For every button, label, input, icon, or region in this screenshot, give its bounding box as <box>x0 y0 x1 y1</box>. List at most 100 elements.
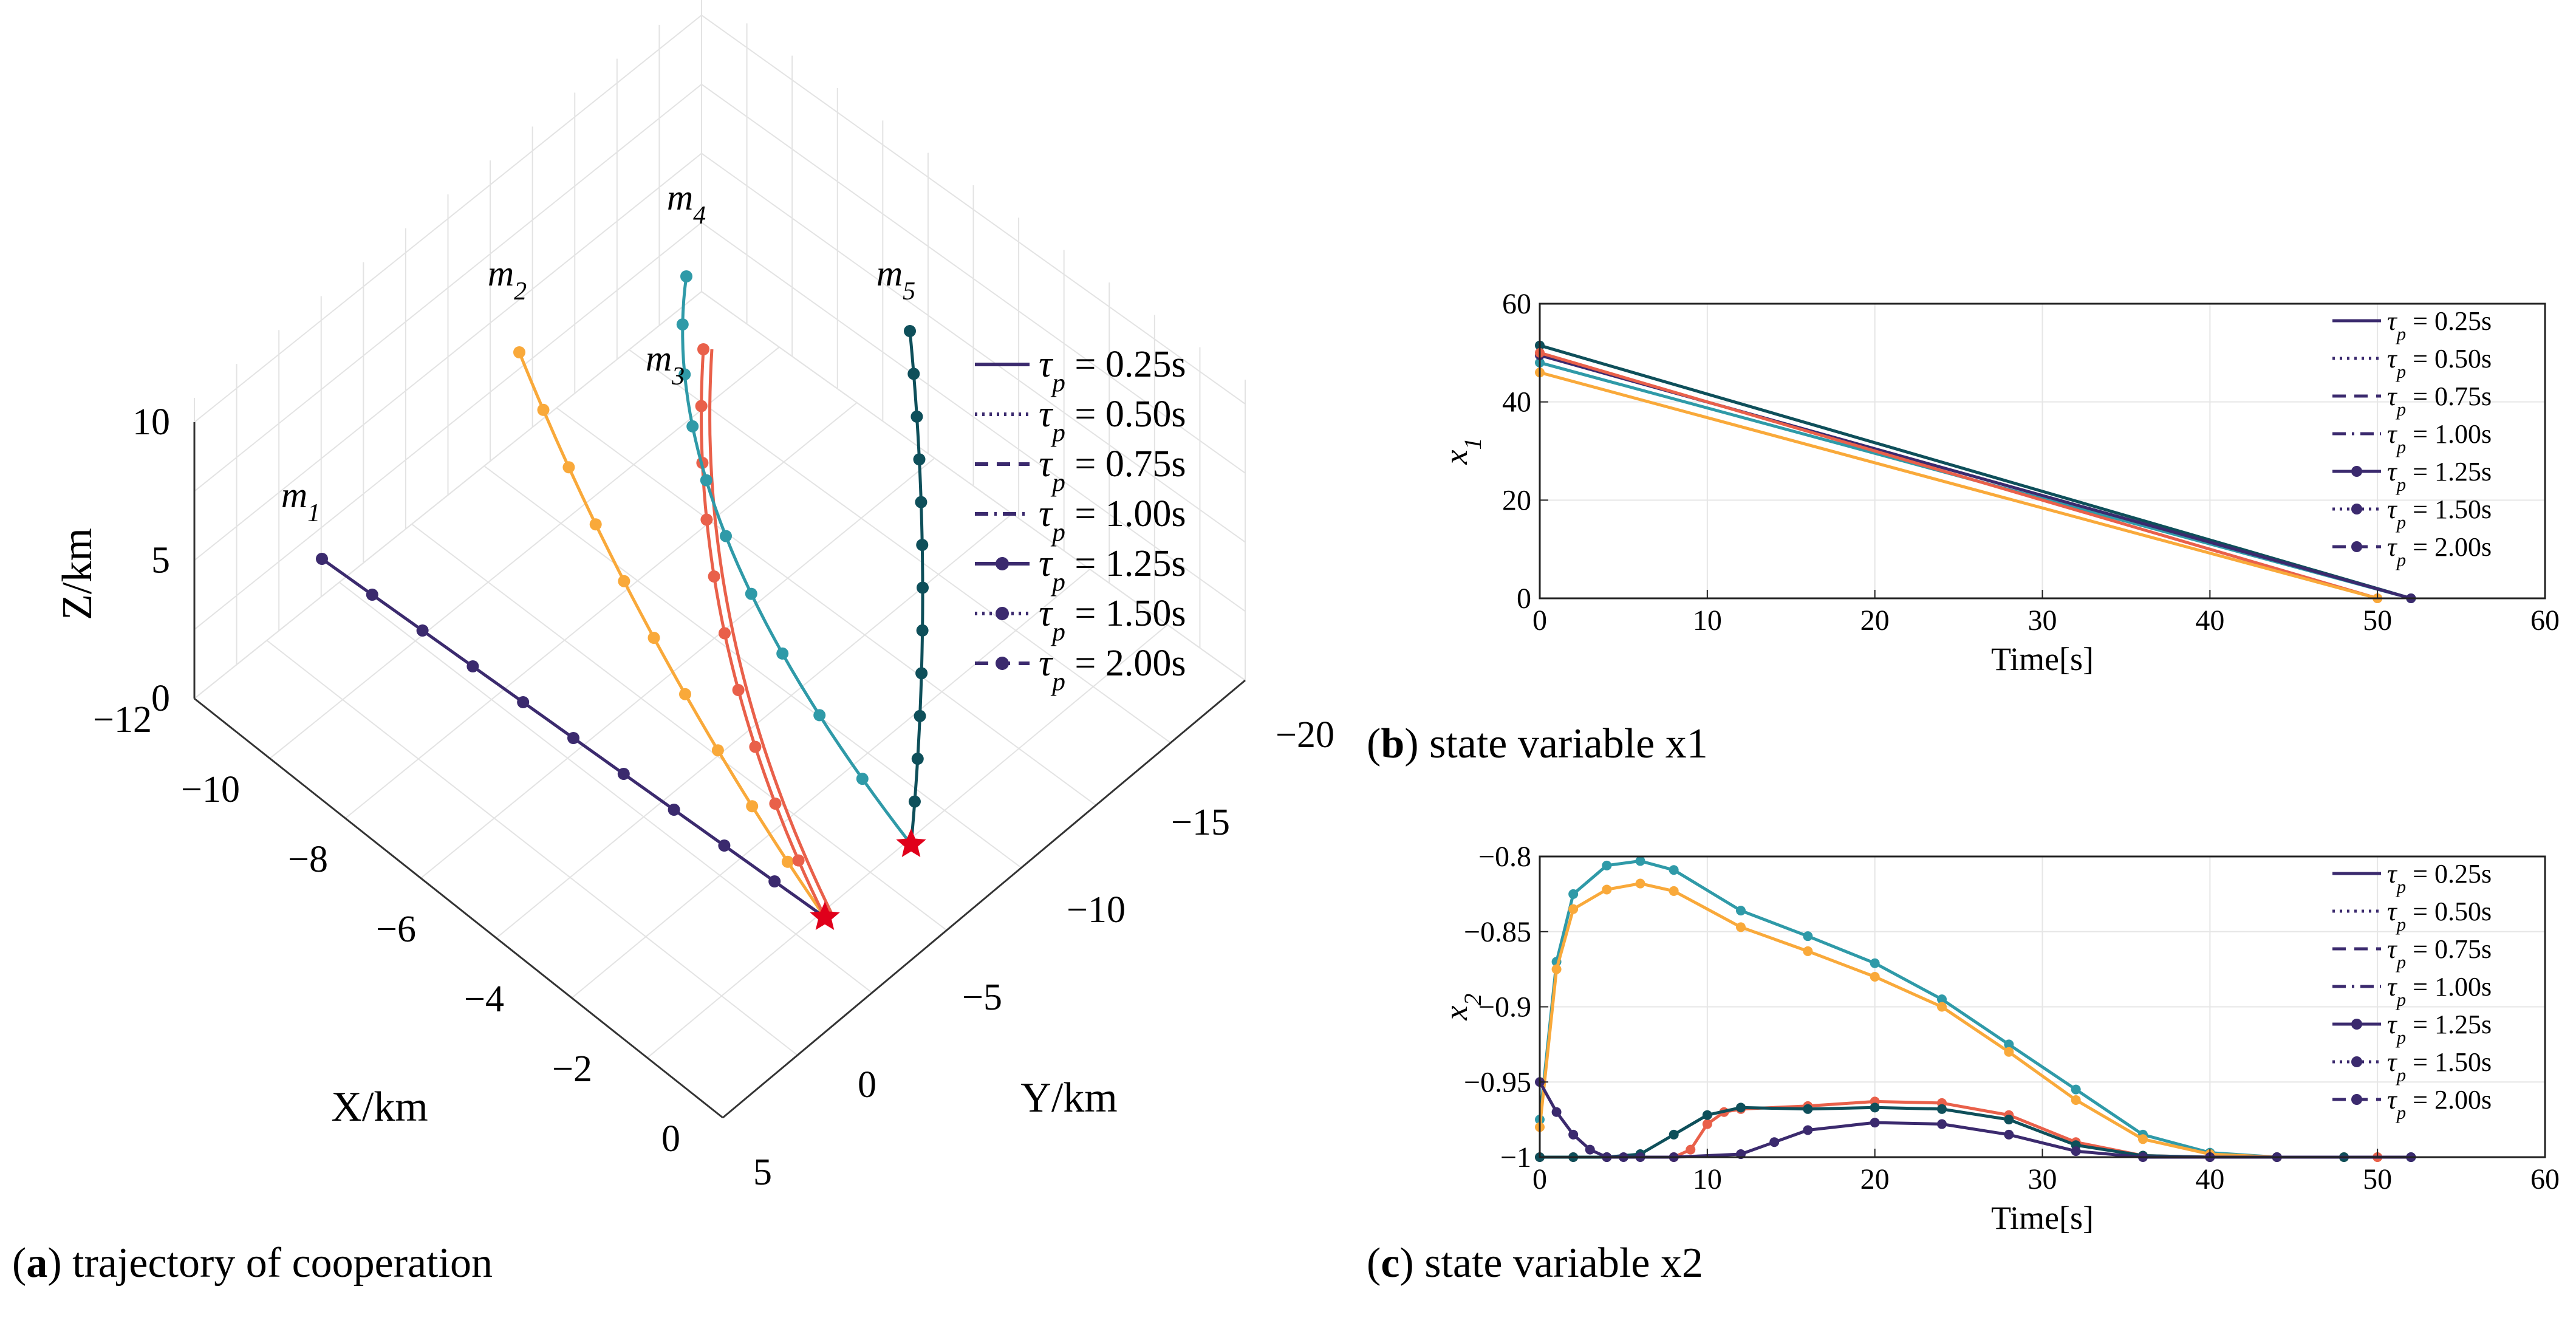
a-trajectory-m2-point-7 <box>711 744 724 757</box>
c-series-0-point-4 <box>1635 856 1645 866</box>
a-trajectory-m3-point-9 <box>792 854 805 867</box>
c-legend-marker-5 <box>2351 1056 2362 1067</box>
c-series-0-point-11 <box>2071 1084 2081 1095</box>
a-trajectory-m1-point-2 <box>416 624 429 637</box>
a-ytick-label-0: 5 <box>753 1152 772 1193</box>
c-xtick-label-6: 60 <box>2530 1163 2560 1195</box>
b-xtick-label-1: 10 <box>1693 604 1722 637</box>
a-floor-grid-x-4 <box>483 465 1022 869</box>
c-legend-marker-6 <box>2351 1094 2362 1105</box>
a-floor-grid-y-5 <box>571 569 1090 999</box>
b-xtick-label-3: 30 <box>2028 604 2057 637</box>
b-legend-entry-2: τp = 0.75s <box>2387 381 2492 420</box>
b-xtick-label-4: 40 <box>2195 604 2224 637</box>
caption-b-letter: b <box>1381 720 1405 767</box>
b-ytick-label-3: 60 <box>1502 288 1531 320</box>
a-xtick-label-1: −10 <box>181 769 240 810</box>
panel-b-axes <box>1539 303 2546 600</box>
b-legend-entry-6: τp = 2.00s <box>2387 532 2492 570</box>
a-trajectory-m3-point-4 <box>708 570 720 583</box>
c-ytick-label-2: −0.9 <box>1478 991 1531 1024</box>
a-trajectory-m4-point-0 <box>680 270 692 282</box>
c-xtick-label-3: 30 <box>2028 1163 2057 1195</box>
a-y-axis <box>722 679 1246 1119</box>
b-plot-frame <box>1539 303 2546 600</box>
c-series-0-point-6 <box>1736 906 1746 916</box>
a-trajectory-m1-point-6 <box>617 768 630 780</box>
c-series-1-point-4 <box>1635 878 1645 889</box>
a-floor-grid-x-2 <box>338 581 873 994</box>
panel-c-state-x2: 0 10 20 30 40 50 60 −1 −0.95 −0.9 −0.85 −0.8 Time[s… <box>1438 841 2560 1236</box>
a-trajectory-m3-point-8 <box>769 798 782 810</box>
c-xtick-label-4: 40 <box>2195 1163 2224 1195</box>
c-legend-entry-5: τp = 1.50s <box>2387 1047 2492 1085</box>
a-floor-grid-y-3 <box>420 457 935 879</box>
caption-c-letter: c <box>1381 1240 1400 1287</box>
a-legend-marker-6 <box>996 657 1009 670</box>
a-trajectory-m1-point-7 <box>668 804 680 816</box>
b-legend-marker-4 <box>2351 466 2362 477</box>
c-series-4-point-11 <box>1870 1118 1880 1128</box>
c-series-0-point-8 <box>1870 958 1880 968</box>
a-ytick-label-3: −10 <box>1067 889 1126 931</box>
a-trajectory-m4-point-7 <box>776 647 789 660</box>
c-series-2-point-5 <box>1702 1119 1712 1129</box>
c-series-3-point-10 <box>2004 1115 2014 1125</box>
c-series-1-point-9 <box>1937 1002 1947 1012</box>
c-series-4-point-9 <box>1769 1137 1780 1147</box>
a-trajectory-m5-point-11 <box>908 795 921 808</box>
c-legend-entry-2: τp = 0.75s <box>2387 934 2492 973</box>
c-series-1-point-8 <box>1870 972 1880 982</box>
c-series-1-point-6 <box>1736 922 1746 932</box>
c-xtick-label-2: 20 <box>1860 1163 1890 1195</box>
a-trajectory-m2-point-0 <box>513 346 525 358</box>
panel-b-state-x1: 0 10 20 30 40 50 60 0 20 40 60 Time[s] x1 τp = 0.25… <box>1438 288 2560 677</box>
a-floor-grid-x-5 <box>556 407 1096 806</box>
panel-c-tick-labels: 0 10 20 30 40 50 60 −1 −0.95 −0.9 −0.85 −0.8 <box>1464 841 2560 1195</box>
a-legend-entry-5: τp = 1.50s <box>1039 593 1186 646</box>
a-trajectory-m4-point-8 <box>813 709 826 722</box>
c-legend-entry-3: τp = 1.00s <box>2387 972 2492 1010</box>
c-ytick-label-0: −1 <box>1500 1141 1531 1174</box>
c-series-4-point-1 <box>1551 1107 1562 1117</box>
a-wall-grid-h-3 <box>194 83 1246 492</box>
a-trajectory-m3-point-1 <box>695 400 708 412</box>
c-series-1-point-5 <box>1669 886 1679 896</box>
c-ytick-label-4: −0.8 <box>1478 841 1531 873</box>
a-trajectory-m5-point-5 <box>916 539 929 552</box>
c-series-4-point-13 <box>2004 1129 2014 1140</box>
a-trajectory-m3-point-3 <box>700 513 713 526</box>
a-trajectory-m5-point-4 <box>915 496 928 508</box>
c-series-1-point-1 <box>1551 964 1562 974</box>
a-ytick-label-4: −15 <box>1171 802 1230 843</box>
b-legend-marker-6 <box>2351 541 2362 552</box>
c-series-0-point-5 <box>1669 865 1679 875</box>
a-trajectory-m5-point-9 <box>914 709 926 722</box>
c-legend-entry-6: τp = 2.00s <box>2387 1085 2492 1123</box>
b-legend-marker-5 <box>2351 504 2362 514</box>
c-series-line-2 <box>1540 1099 2378 1159</box>
a-label-m5: m5 <box>876 253 915 306</box>
c-series-3-point-8 <box>1870 1102 1880 1113</box>
a-label-m2: m2 <box>488 253 527 306</box>
caption-a-text: trajectory of cooperation <box>72 1240 493 1287</box>
a-floor-grid-x-1 <box>266 640 798 1056</box>
a-xtick-label-0: −12 <box>93 699 152 740</box>
c-series-4-point-12 <box>1937 1119 1947 1129</box>
a-trajectory-m2-point-3 <box>589 518 602 531</box>
caption-c: (c) state variable x2 <box>1367 1240 1703 1287</box>
a-legend-entry-4: τp = 1.25s <box>1039 543 1186 597</box>
a-trajectory-m4-point-1 <box>676 318 689 331</box>
a-trajectory-m5-point-10 <box>911 753 924 765</box>
b-xtick-label-6: 60 <box>2530 604 2560 637</box>
a-wall-grid-h-1 <box>194 222 1246 631</box>
b-xtick-label-2: 20 <box>1860 604 1890 637</box>
a-trajectory-m5-point-2 <box>910 410 923 423</box>
a-floor-grid-x-7 <box>701 291 1246 681</box>
c-series-4-point-10 <box>1803 1125 1813 1135</box>
c-series-0-point-10 <box>2004 1039 2014 1050</box>
caption-a-letter: a <box>26 1240 48 1287</box>
